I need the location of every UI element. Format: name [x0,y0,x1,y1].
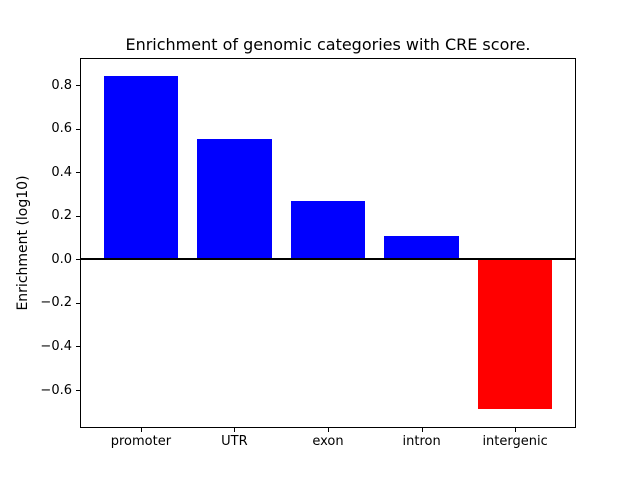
y-tick-mark [76,85,80,86]
y-tick-label: −0.2 [40,295,72,311]
y-tick-label: 0.2 [51,208,72,224]
x-tick-label-intergenic: intergenic [482,434,548,449]
y-tick-label: 0.6 [51,121,72,137]
y-tick-mark [76,216,80,217]
x-tick-label-promoter: promoter [110,434,172,449]
x-tick-label-exon: exon [312,434,344,449]
chart-title: Enrichment of genomic categories with CR… [125,35,531,54]
y-tick-label: 0.0 [51,251,72,267]
x-tick-mark [422,428,423,432]
y-tick-label: −0.6 [40,382,72,398]
y-tick-mark [76,129,80,130]
y-tick-label: 0.8 [51,77,72,93]
y-tick-label: 0.4 [51,164,72,180]
zero-line [81,258,575,261]
bar-exon [290,201,366,260]
bar-intergenic [477,259,553,409]
y-tick-mark [76,303,80,304]
bar-promoter [103,75,179,260]
y-tick-mark [76,390,80,391]
y-tick-mark [76,346,80,347]
bar-UTR [197,138,272,260]
x-tick-label-intron: intron [402,434,441,449]
y-tick-mark [76,259,80,260]
x-tick-mark [515,428,516,432]
x-tick-mark [141,428,142,432]
x-tick-mark [328,428,329,432]
y-axis-label: Enrichment (log10) [15,175,31,311]
bar-intron [384,236,459,260]
x-tick-mark [234,428,235,432]
x-tick-label-UTR: UTR [221,434,248,449]
y-tick-mark [76,172,80,173]
y-tick-label: −0.4 [40,338,72,354]
plot-area: 0.8 0.6 0.4 0.2 0.0 −0.2 −0.4 −0.6 promoter UTR ex… [40,58,576,448]
